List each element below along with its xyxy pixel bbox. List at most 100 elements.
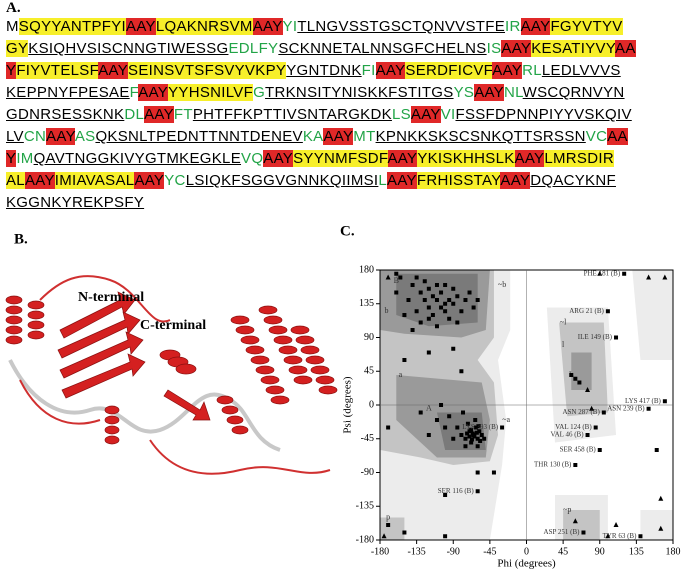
sequence-segment: AAY (387, 150, 418, 167)
outlier-point (597, 448, 602, 452)
sequence-segment: WSCQRNVYN (522, 84, 625, 101)
residue-point (654, 448, 659, 452)
sequence-segment: KPNKKSKSCSNKQTTSRSSN (375, 128, 586, 145)
y-tick-label: 45 (364, 366, 374, 377)
residue-point (406, 298, 411, 302)
sequence-segment: AAY (252, 18, 283, 35)
panel-label: A. (6, 0, 21, 16)
residue-point (472, 434, 477, 439)
outlier-label: ILE 149 (B) (578, 333, 613, 341)
glycine-point (658, 495, 664, 501)
sequence-segment: AAY (134, 172, 165, 189)
outlier-point (581, 530, 586, 535)
sequence-segment: IS (486, 40, 502, 57)
outlier-point (500, 425, 505, 430)
residue-point (410, 328, 415, 332)
outlier-label: PHE 181 (B) (584, 269, 621, 277)
residue-point (459, 309, 464, 314)
sequence-segment: AAY (46, 128, 75, 145)
glycine-point (585, 387, 591, 392)
sequence-segment: QKSNLTPEDNTTNNTDENEV (95, 128, 303, 145)
sequence-line: GDNRSESSKNKDLAAYFTPHTFFKPTTIVSNTARGKDKLS… (6, 104, 681, 126)
residue-point (459, 433, 464, 437)
residue-point (461, 410, 466, 415)
residue-point (418, 410, 423, 415)
region-label: p (386, 512, 390, 521)
sequence-segment: TRKNSITYNISKKFSTITGS (265, 84, 454, 101)
glycine-point (605, 533, 611, 539)
sequence-segment: KA (302, 128, 324, 145)
residue-point (434, 298, 439, 302)
sequence-line: GYKSIQHVSISCNNGTIWESSGEDLFYSCKNNETALNNSG… (6, 38, 681, 60)
outlier-label: ASP 251 (B) (544, 528, 581, 536)
sequence-segment: AA (615, 40, 636, 57)
sequence-segment: LS (391, 106, 411, 123)
residue-point (426, 286, 431, 291)
outlier-label: LYS 417 (B) (625, 397, 662, 405)
residue-point (418, 290, 423, 295)
residue-point (443, 283, 448, 287)
sequence-segment: TLNGVSSTGSCTQNVVSTFE (297, 18, 506, 35)
residue-point (469, 440, 474, 445)
sequence-line: MSQYYANTPFYIAAYLQAKNRSVMAAYYITLNGVSSTGSC… (6, 16, 681, 38)
sequence-line: LVCNAAYASQKSNLTPEDNTTNNTDENEVKAAAYMTKPNK… (6, 126, 681, 148)
sequence-segment: FT (173, 106, 193, 123)
residue-point (467, 290, 472, 295)
sequence-segment: LSIQKFSGGVGNNKQIIMSI (185, 172, 379, 189)
sequence-segment: AAY (520, 18, 551, 35)
residue-point (463, 298, 468, 302)
region (571, 352, 592, 390)
residue-point (469, 427, 474, 432)
outlier-point (475, 489, 480, 494)
residue-point (443, 301, 448, 306)
outlier-label: ARG 21 (B) (569, 307, 604, 315)
outlier-label: SER 458 (B) (560, 446, 597, 454)
residue-point (475, 470, 480, 475)
y-tick-label: -90 (361, 467, 374, 478)
sequence-segment: YKISKHHSLK (417, 150, 515, 167)
outlier-point (585, 433, 590, 437)
y-tick-label: -180 (356, 534, 374, 545)
ramachandran-plot: -180 -135 -90 -45 0 45 90 135 180 -180 -135 -90 -45 0… (340, 223, 681, 569)
sequence-segment: VQ (241, 150, 264, 167)
sequence-segment: KEPPNYFPESAE (6, 84, 130, 101)
panel-label: C. (340, 223, 355, 239)
residue-point (434, 324, 439, 329)
residue-point (471, 305, 476, 310)
residue-point (478, 439, 483, 443)
residue-point (491, 470, 496, 475)
outlier-label: VAL 124 (B) (555, 423, 592, 431)
residue-point (430, 313, 435, 317)
outlier-point (614, 335, 619, 340)
residue-point (477, 429, 482, 434)
sequence-segment: DQACYKNF (530, 172, 616, 189)
residue-point (451, 301, 456, 306)
region (640, 510, 673, 540)
sequence-segment: PHTFFKPTTIVSNTARGKDK (192, 106, 392, 123)
sequence-panel: A. MSQYYANTPFYIAAYLQAKNRSVMAAYYITLNGVSST… (6, 0, 681, 214)
residue-point (426, 433, 431, 437)
x-tick-label: 180 (666, 546, 681, 557)
residue-point (426, 305, 431, 310)
residue-point (463, 444, 468, 449)
sequence-line: KEPPNYFPESAEFAAYYYHSNILVFGTRKNSITYNISKKF… (6, 82, 681, 104)
sequence-segment: AAY (501, 40, 532, 57)
glycine-point (385, 274, 391, 280)
residue-point (473, 418, 478, 422)
sequence-segment: IR (505, 18, 521, 35)
sequence-segment: IM (16, 150, 34, 167)
region-label: ~b (498, 280, 506, 289)
sequence-segment: AAY (474, 84, 504, 101)
outlier-point (646, 406, 651, 411)
coil (8, 359, 281, 452)
residue-point (410, 283, 415, 287)
sequence-segment: FI (361, 62, 376, 79)
residue-point (476, 424, 481, 428)
residue-point (465, 431, 470, 436)
sequence-segment: MT (353, 128, 376, 145)
residue-point (430, 294, 435, 299)
region-label: ~p (563, 505, 571, 514)
residue-point (386, 425, 391, 430)
sequence-segment: Y (6, 150, 17, 167)
sequence-segment: LEDLVVVS (541, 62, 621, 79)
